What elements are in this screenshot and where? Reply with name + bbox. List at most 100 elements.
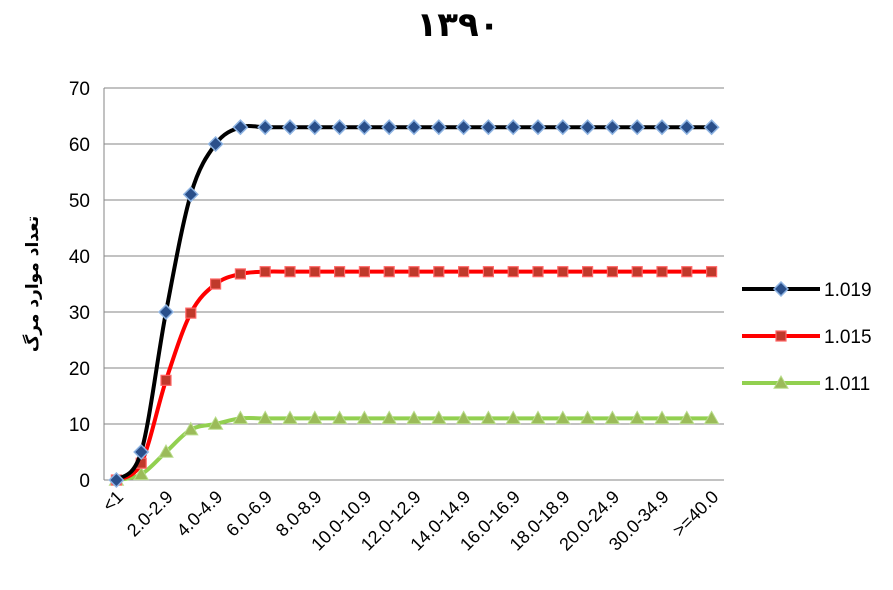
legend-marker [775,330,787,342]
data-point-1.015 [458,266,470,278]
x-tick-labels: <12.0-2.94.0-4.96.0-6.98.0-8.910.0-10.91… [99,487,723,555]
data-point-1.019 [480,119,497,136]
data-point-1.015 [656,266,668,278]
data-point-1.019 [306,119,323,136]
data-point-1.011 [604,410,621,425]
y-tick-labels: 0 10 20 30 40 50 60 70 [69,79,90,492]
data-point-1.015 [383,266,395,278]
data-point-1.011 [530,410,546,425]
data-point-1.015 [309,266,321,278]
data-point-1.015 [259,266,271,278]
data-point-1.015 [408,266,420,278]
data-point-1.011 [356,410,373,425]
data-point-1.011 [182,421,199,436]
legend-marker [772,280,790,298]
data-point-1.011 [133,466,150,481]
data-point-1.011 [430,410,447,425]
y-tick-label: 10 [69,415,90,436]
data-point-1.011 [232,410,249,425]
series-1.011 [108,410,720,486]
data-point-1.015 [532,266,544,278]
data-point-1.019 [108,471,125,489]
data-point-1.011 [331,410,348,425]
data-point-1.019 [356,119,373,136]
data-point-1.011 [703,410,720,425]
series-lines [108,119,720,489]
x-tick-label: 2.0-2.9 [123,487,177,541]
data-point-1.019 [232,119,249,136]
data-point-1.015 [606,266,619,278]
data-point-1.015 [631,266,643,278]
data-point-1.011 [629,410,646,425]
data-point-1.011 [455,410,472,425]
data-point-1.019 [331,119,348,136]
data-point-1.011 [406,410,422,425]
y-tick-label: 40 [69,247,90,268]
data-point-1.019 [653,119,671,136]
data-point-1.019 [257,119,274,136]
data-point-1.015 [705,266,718,278]
data-point-1.011 [381,410,398,425]
legend-label: 1.015 [824,327,872,348]
data-point-1.019 [207,135,224,153]
data-point-1.019 [405,119,423,136]
data-point-1.015 [284,266,296,278]
data-point-1.019 [430,119,447,136]
series-1.015 [110,266,718,486]
data-point-1.019 [182,186,199,203]
data-point-1.011 [306,410,323,425]
data-point-1.015 [482,266,494,278]
data-point-1.019 [678,119,695,136]
data-point-1.011 [654,410,670,425]
data-point-1.015 [334,266,346,278]
data-point-1.019 [157,303,175,321]
data-point-1.011 [505,410,522,425]
series-line [115,269,712,482]
data-point-1.019 [529,119,547,136]
x-tick-label: 6.0-6.9 [222,487,276,541]
data-point-1.019 [629,119,646,136]
data-point-1.019 [133,443,150,461]
data-point-1.011 [207,415,224,430]
data-point-1.019 [554,119,571,136]
legend-item-1.015: 1.015 [742,327,872,348]
data-point-1.019 [579,119,596,136]
y-tick-label: 60 [69,135,90,156]
y-tick-label: 70 [69,79,90,100]
data-point-1.019 [381,119,398,136]
data-point-1.011 [257,410,274,425]
data-point-1.015 [234,268,246,280]
legend-item-1.011: 1.011 [742,374,870,395]
data-point-1.011 [282,410,298,425]
data-point-1.019 [604,119,621,136]
x-tick-label: <1 [99,487,128,516]
data-point-1.015 [557,266,569,278]
data-point-1.015 [160,374,172,386]
data-point-1.015 [581,266,594,278]
data-point-1.019 [505,119,522,136]
data-point-1.011 [480,410,497,425]
data-point-1.019 [281,119,299,136]
series-line [115,415,712,482]
data-point-1.015 [507,266,519,278]
x-tick-label: >=40.0 [669,487,723,541]
y-axis-label: تعداد موارد مرگ [23,216,43,352]
y-tick-label: 50 [69,191,90,212]
data-point-1.019 [455,119,472,136]
data-point-1.015 [433,266,445,278]
data-point-1.011 [554,410,571,425]
legend-item-1.019: 1.019 [742,280,872,301]
y-tick-label: 0 [79,471,90,492]
chart-title: ۱۳۹۰ [416,5,499,45]
x-tick-label: 4.0-4.9 [173,487,227,541]
y-tick-label: 30 [69,303,90,324]
series-1.019 [108,119,720,489]
data-point-1.011 [579,410,596,425]
data-point-1.015 [681,266,693,278]
data-point-1.011 [678,410,695,425]
data-point-1.019 [703,119,720,136]
legend-marker [773,374,789,389]
data-point-1.015 [210,278,222,290]
legend-label: 1.019 [824,280,872,301]
